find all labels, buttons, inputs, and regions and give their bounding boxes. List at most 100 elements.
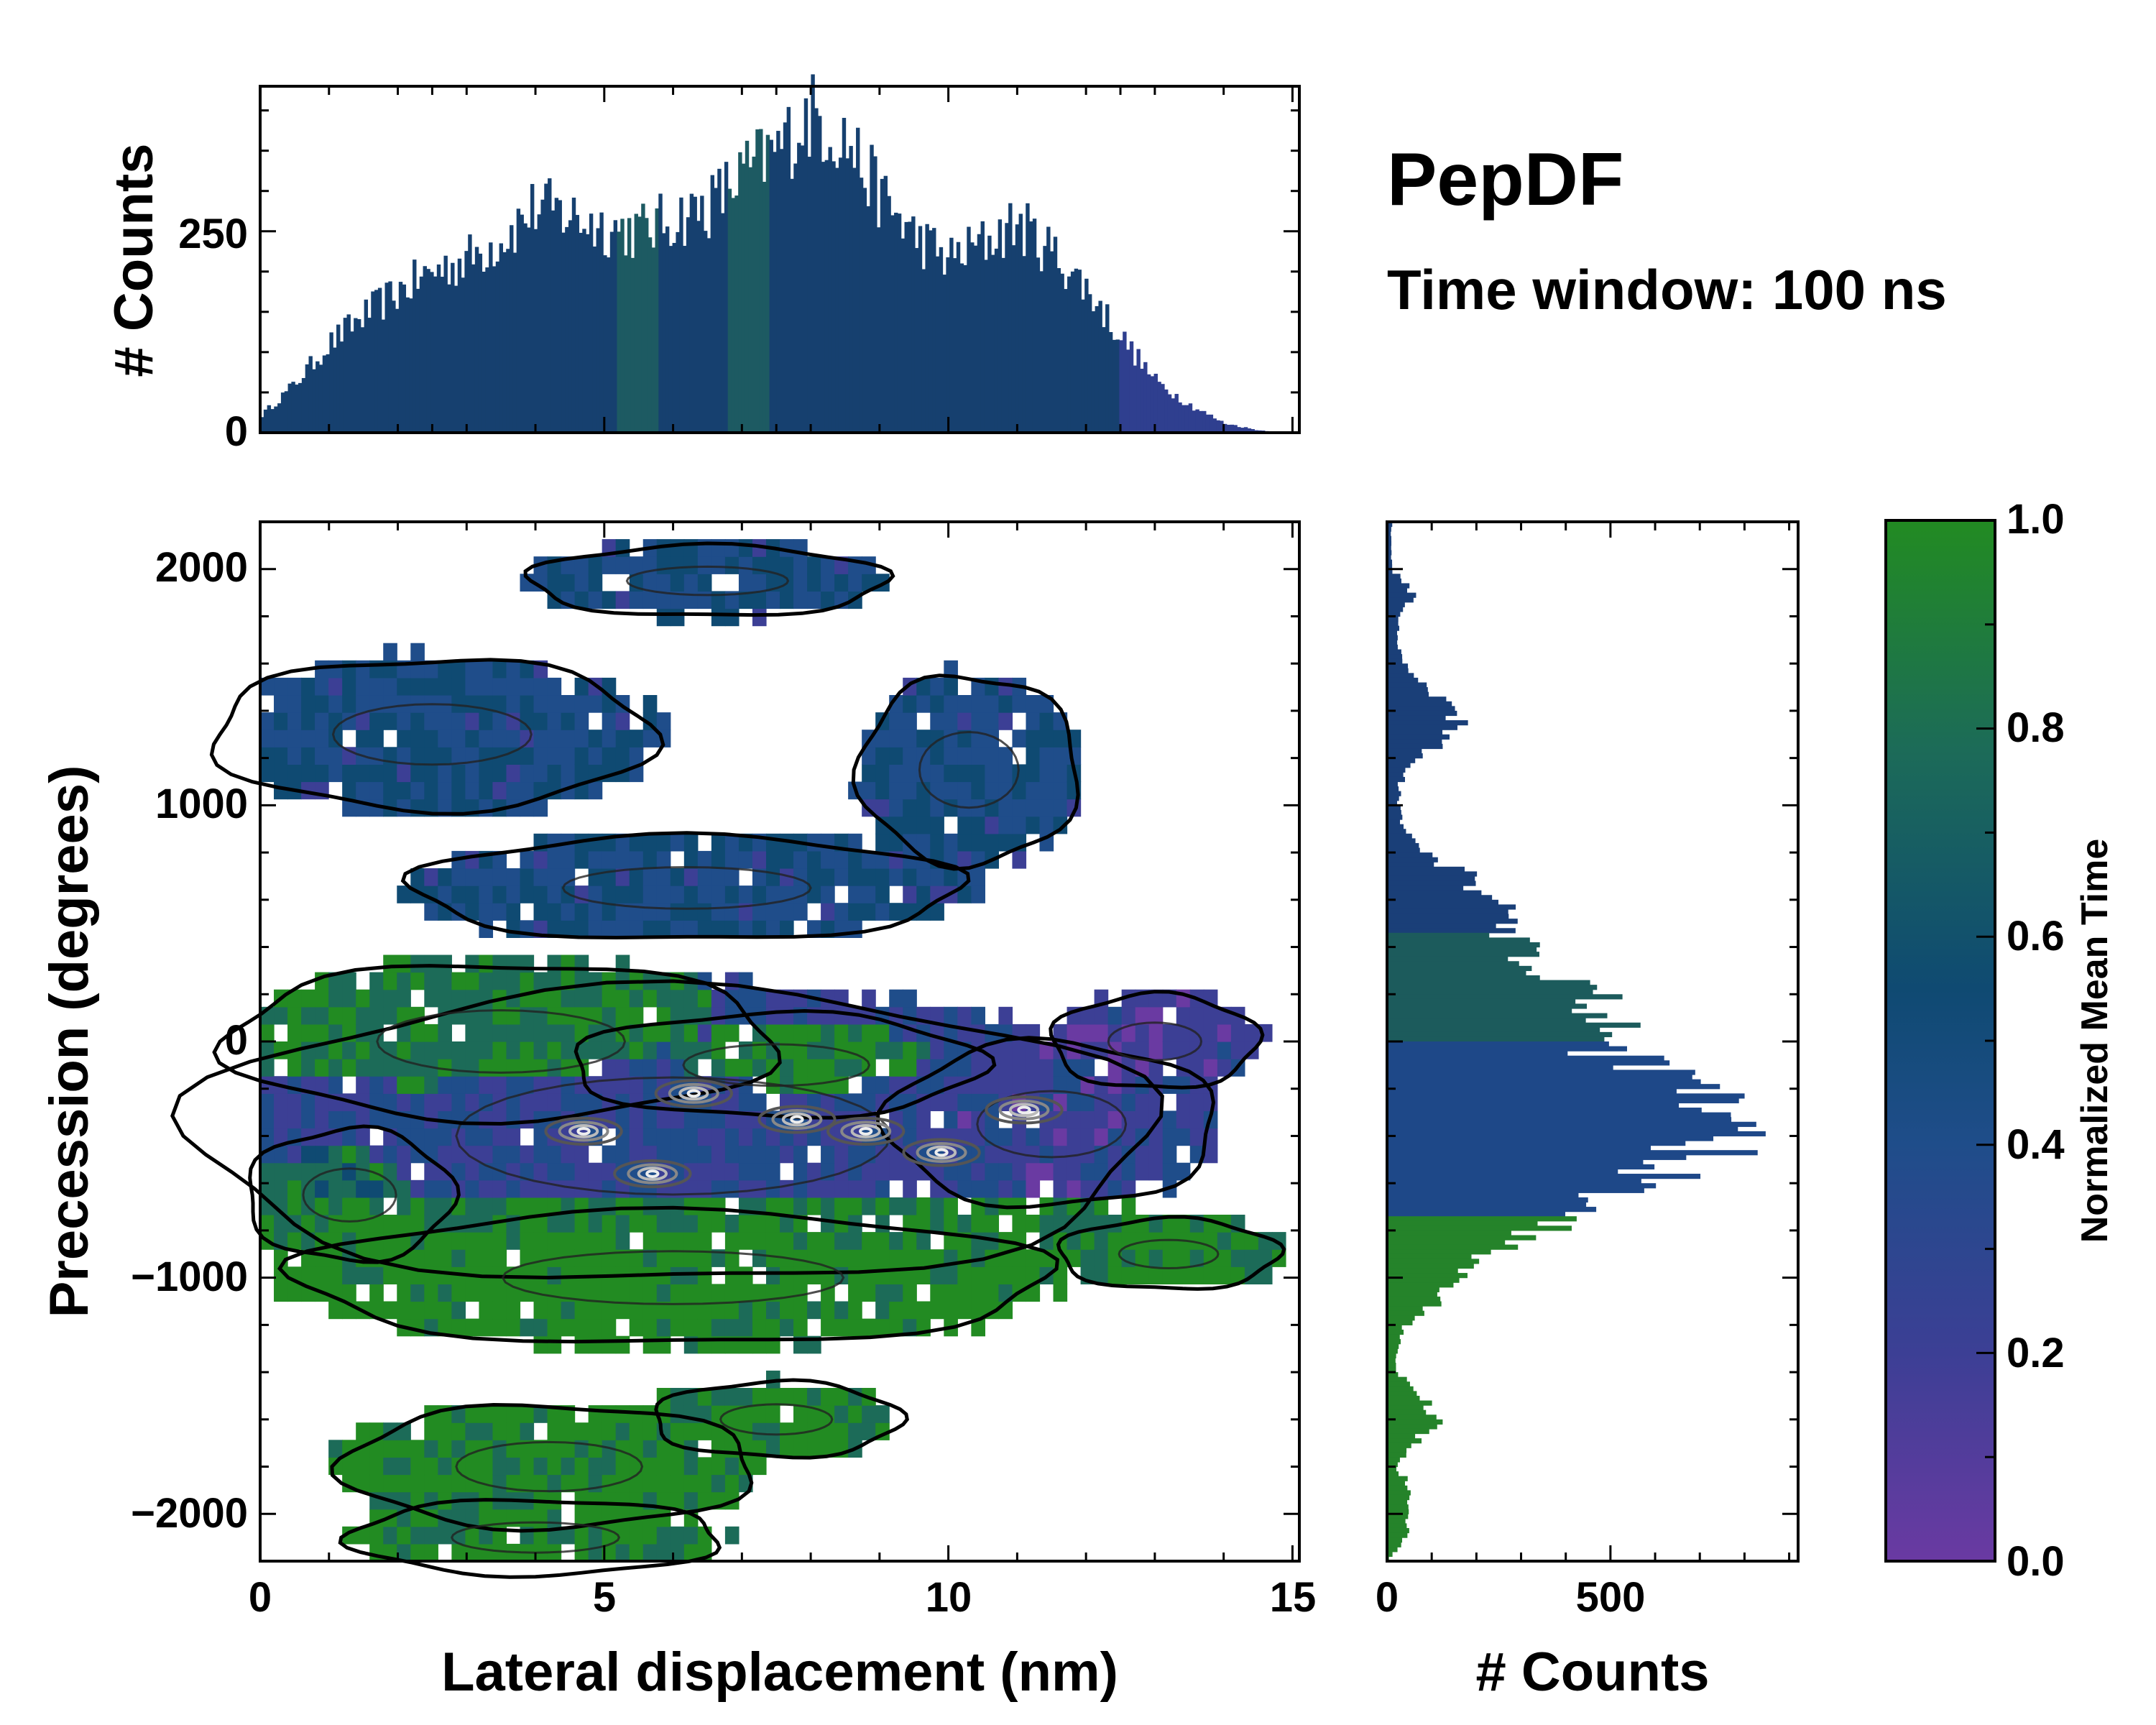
top-histogram-bar [765, 134, 770, 433]
heatmap-cell [547, 574, 562, 592]
heatmap-cell [642, 903, 658, 921]
heatmap-cell [998, 1128, 1013, 1146]
heatmap-cell [465, 1128, 480, 1146]
heatmap-cell [602, 1422, 617, 1440]
heatmap-cell [506, 1162, 521, 1181]
heatmap-cell [561, 1179, 576, 1198]
heatmap-cell [356, 1076, 370, 1094]
hotspot-contour [613, 1159, 692, 1189]
heatmap-cell [561, 695, 576, 713]
heatmap-cell [793, 1249, 808, 1267]
heatmap-cell [807, 1162, 821, 1181]
heatmap-cell [1012, 1162, 1027, 1181]
heatmap-cell [1012, 816, 1027, 834]
heatmap-cell [1012, 1266, 1027, 1284]
main-2d-panel: 0 5 10 15 2000 1000 0 −1000 −2000 Latera… [39, 520, 1316, 1703]
heatmap-cell [479, 1024, 494, 1042]
heatmap-cell [465, 1318, 480, 1337]
heatmap-cell [506, 1145, 521, 1164]
heatmap-cell [711, 1110, 726, 1129]
right-histogram-bar [1387, 1343, 1399, 1349]
heatmap-cell [383, 954, 397, 973]
heatmap-cell [533, 1128, 548, 1146]
heatmap-cell [780, 1059, 794, 1077]
heatmap-cell [424, 1162, 438, 1181]
right-histogram-bar [1387, 1121, 1756, 1127]
top-histogram-bar [731, 198, 735, 433]
heatmap-cell [656, 989, 671, 1008]
heatmap-cell [944, 781, 958, 800]
heatmap-cell [465, 1162, 480, 1181]
heatmap-cell [1148, 1128, 1164, 1146]
heatmap-cell [697, 591, 712, 610]
heatmap-cell [642, 1474, 658, 1493]
heatmap-cell [903, 1128, 917, 1146]
heatmap-cell [492, 1543, 507, 1562]
heatmap-cell [697, 1110, 712, 1129]
heatmap-cell [875, 764, 890, 783]
heatmap-cell [328, 1215, 343, 1233]
heatmap-cell [683, 903, 699, 921]
heatmap-cell [574, 747, 589, 765]
heatmap-cell [369, 1145, 384, 1164]
heatmap-cell [533, 1145, 548, 1164]
heatmap-cell [438, 972, 452, 990]
right-histogram-bar [1387, 871, 1478, 877]
top-histogram-bar [880, 178, 885, 433]
right-histogram-bar [1387, 1551, 1393, 1558]
heatmap-cell [1135, 1232, 1150, 1250]
heatmap-cell [424, 660, 438, 678]
top-histogram-bar [717, 168, 722, 433]
top-histogram-bar [641, 203, 645, 433]
heatmap-cell [1094, 1232, 1109, 1250]
heatmap-cell [533, 868, 548, 886]
top-histogram-bar [897, 213, 902, 433]
heatmap-cell [697, 1422, 712, 1440]
heatmap-cell [1176, 1266, 1191, 1284]
heatmap-cell [397, 1284, 411, 1302]
heatmap-cell [629, 1526, 644, 1545]
heatmap-cell [1094, 1197, 1109, 1215]
heatmap-cell [697, 1491, 712, 1510]
heatmap-cell [916, 1301, 931, 1320]
density-contour [682, 1043, 871, 1087]
right-histogram-bar [1387, 1230, 1511, 1236]
right-histogram-bar [1387, 682, 1427, 688]
heatmap-cell [670, 1128, 685, 1146]
heatmap-cell [683, 1526, 699, 1545]
top-histogram-bar [831, 161, 836, 433]
heatmap-cell [1026, 1266, 1041, 1284]
heatmap-cell [574, 903, 589, 921]
top-histogram-bar [533, 229, 538, 433]
heatmap-cell [574, 1457, 589, 1476]
right-histogram-bar [1387, 1131, 1766, 1137]
heatmap-cell [615, 954, 630, 973]
top-histogram-bar [689, 193, 694, 433]
heatmap-cell [561, 989, 576, 1008]
heatmap-cell [711, 1162, 726, 1181]
heatmap-cell [342, 989, 356, 1008]
heatmap-cell [397, 747, 411, 765]
heatmap-cell [615, 868, 630, 886]
right-histogram-bar [1387, 786, 1399, 792]
top-histogram-bar [1053, 236, 1058, 433]
top-histogram-bar [1074, 268, 1079, 433]
heatmap-cell [1107, 1232, 1123, 1250]
heatmap-cell [1189, 1006, 1204, 1025]
top-histogram-bar [876, 227, 881, 433]
heatmap-cell [1148, 989, 1164, 1008]
right-histogram-bar [1387, 1287, 1439, 1292]
heatmap-cell [547, 730, 562, 748]
heatmap-cell [287, 695, 302, 713]
heatmap-cell [697, 1249, 712, 1267]
top-histogram-bar [613, 220, 618, 433]
heatmap-cell [930, 764, 944, 783]
heatmap-cell [492, 764, 507, 783]
heatmap-cell [547, 989, 562, 1008]
top-histogram-bar [967, 226, 971, 433]
heatmap-cell [862, 850, 876, 869]
heatmap-cell [260, 1059, 275, 1077]
heatmap-cell [821, 556, 835, 574]
right-histogram-bar [1387, 947, 1537, 952]
heatmap-cell [520, 1024, 535, 1042]
